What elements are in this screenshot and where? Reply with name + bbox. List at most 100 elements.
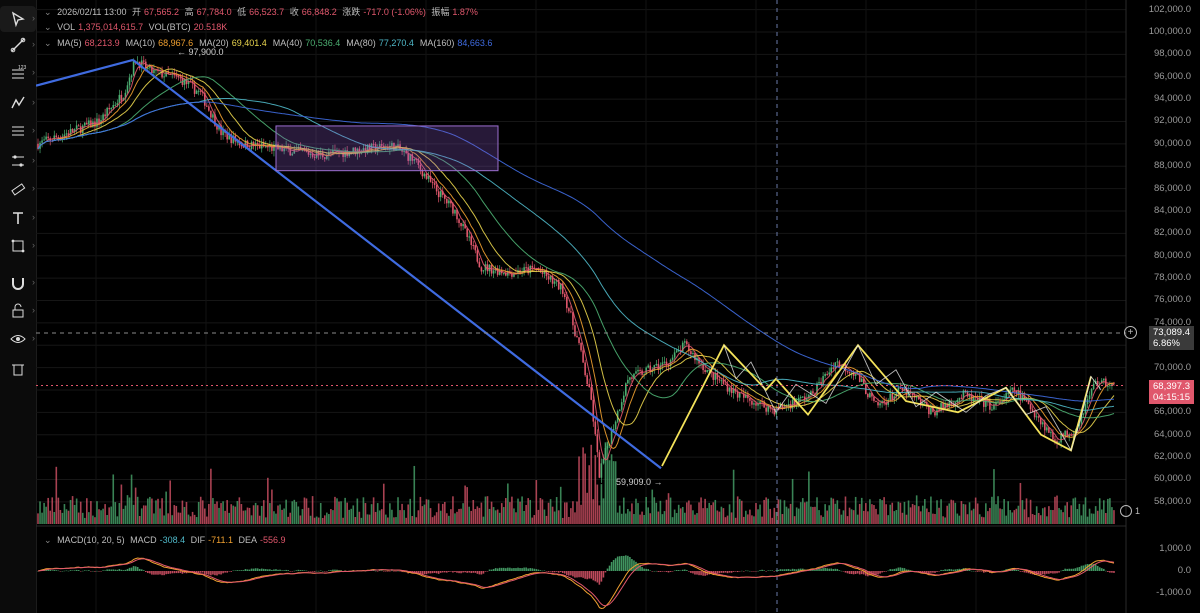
macd-histogram-bar	[547, 571, 550, 572]
volume-bar	[710, 505, 713, 524]
macd-histogram-bar	[883, 571, 885, 572]
chart-canvas[interactable]	[36, 0, 1200, 613]
collapse-chevron-icon[interactable]: ⌄	[44, 22, 52, 32]
magnet-icon[interactable]: ›	[0, 270, 36, 296]
trendline-icon[interactable]: ›	[0, 32, 36, 58]
candle-body	[419, 164, 422, 170]
macd-histogram-bar	[978, 571, 981, 572]
trash-icon[interactable]	[0, 356, 36, 382]
candle-body	[354, 147, 357, 155]
volume-bar	[867, 511, 869, 524]
collapse-chevron-icon[interactable]: ⌄	[44, 38, 52, 48]
rectangle-icon[interactable]: ›	[0, 233, 36, 259]
macd-histogram-bar	[734, 571, 737, 572]
macd-histogram-bar	[531, 568, 534, 571]
candle-body	[1023, 395, 1026, 401]
macd-histogram-bar	[974, 571, 977, 572]
macd-histogram-bar	[195, 571, 198, 574]
macd-histogram-bar	[1033, 571, 1036, 575]
macd-histogram-bar	[326, 571, 328, 572]
macd-histogram-bar	[254, 568, 257, 571]
volume-bar	[907, 500, 910, 524]
candle-body	[722, 380, 725, 384]
volume-bar	[938, 507, 940, 524]
macd-histogram-bar	[716, 571, 719, 574]
volume-bar	[869, 499, 871, 524]
macd-histogram-bar	[781, 569, 784, 571]
collapse-chevron-icon[interactable]: ⌄	[44, 535, 52, 545]
candle-body	[507, 271, 509, 276]
ruler-icon[interactable]: ›	[0, 176, 36, 202]
volume-bar	[116, 516, 119, 524]
brush-icon[interactable]: ›	[12, 125, 35, 136]
candle-body	[860, 378, 863, 382]
candle-body	[557, 279, 560, 290]
volume-bar	[81, 512, 84, 524]
macd-histogram-bar	[736, 571, 739, 573]
volume-bar	[126, 495, 129, 524]
volume-bar	[468, 506, 470, 524]
macd-histogram-bar	[667, 571, 670, 573]
volume-bar	[555, 497, 558, 524]
macd-histogram-bar	[319, 570, 322, 572]
add-alert-icon[interactable]: +	[1124, 326, 1137, 339]
volume-bar	[966, 514, 969, 524]
volume-bar	[303, 497, 306, 524]
macd-histogram-bar	[893, 568, 896, 571]
candle-body	[397, 144, 399, 146]
volume-bar	[138, 515, 141, 524]
volume-bar	[545, 515, 548, 524]
candle-body	[871, 392, 873, 397]
volume-bar	[108, 507, 110, 524]
volume-bar	[852, 510, 855, 524]
volume-bar	[59, 509, 62, 524]
volume-bar	[954, 502, 957, 524]
macd-histogram-bar	[230, 571, 233, 572]
volume-bar	[572, 501, 574, 524]
macd-histogram-bar	[1088, 564, 1091, 571]
lock-icon[interactable]: ›	[0, 298, 36, 324]
volume-bar	[216, 501, 218, 524]
cursor-icon[interactable]: ›	[0, 6, 36, 32]
macd-histogram-bar	[661, 571, 664, 572]
candle-body	[476, 250, 479, 262]
volume-bar	[991, 496, 993, 524]
candle-body	[561, 283, 564, 294]
macd-histogram-bar	[1090, 563, 1093, 571]
volume-bar	[1023, 509, 1026, 524]
candle-body	[810, 391, 812, 395]
macd-histogram-bar	[588, 571, 591, 579]
macd-histogram-bar	[149, 571, 151, 574]
macd-histogram-bar	[578, 571, 580, 578]
macd-histogram-bar	[997, 570, 999, 572]
candle-body	[799, 396, 802, 398]
collapse-chevron-icon[interactable]: ⌄	[44, 7, 52, 17]
candle-body	[120, 94, 123, 101]
pattern-icon[interactable]: ›	[0, 90, 36, 116]
candle-body	[75, 125, 78, 130]
eye-icon[interactable]: ›	[0, 326, 36, 352]
volume-bar	[509, 502, 511, 524]
indicator-globe[interactable]: 1	[1120, 505, 1140, 517]
macd-histogram-bar	[1021, 571, 1024, 572]
candle-body	[742, 393, 745, 398]
fib-icon[interactable]: 123 ›	[12, 65, 35, 79]
measure-icon[interactable]: ›	[0, 148, 36, 174]
volume-bar	[649, 513, 652, 524]
candle-body	[614, 421, 617, 429]
chart-area[interactable]: ⌄ 2026/02/11 13:00 开 67,565.2 高 67,784.0 低…	[36, 0, 1200, 613]
volume-bar	[319, 502, 322, 524]
candle-body	[858, 373, 861, 382]
candle-body	[313, 156, 316, 158]
macd-histogram-bar	[618, 556, 621, 571]
price-axis-tick: 80,000.0	[1154, 249, 1191, 261]
macd-histogram-bar	[844, 571, 847, 573]
candle-body	[846, 371, 849, 373]
volume-bar	[692, 510, 694, 524]
macd-histogram-bar	[336, 569, 338, 571]
macd-histogram-bar	[852, 571, 855, 575]
text-icon[interactable]: ›	[0, 205, 36, 231]
candle-body	[1107, 385, 1109, 387]
candle-body	[576, 335, 578, 338]
macd-legend: ⌄ MACD(10, 20, 5) MACD -308.4 DIF -711.1 D…	[44, 535, 286, 545]
